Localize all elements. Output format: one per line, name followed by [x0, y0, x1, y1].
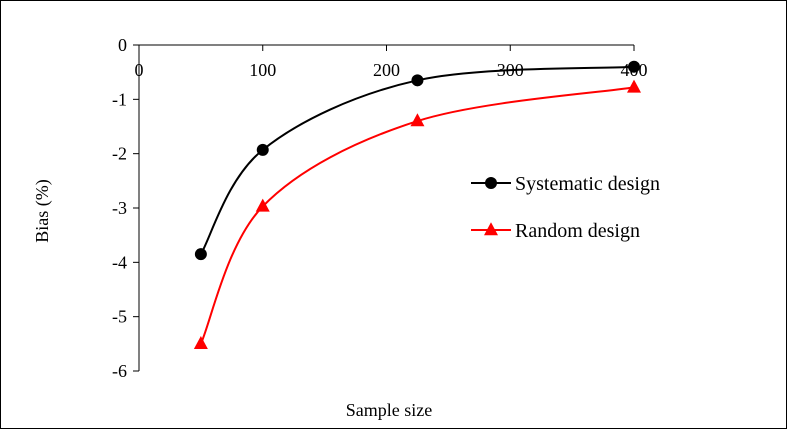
y-tick-label: -3	[112, 198, 127, 218]
legend-marker-random-design	[484, 222, 498, 236]
legend-label-systematic-design: Systematic design	[515, 173, 660, 195]
y-axis-title: Bias (%)	[32, 179, 53, 242]
x-axis-title: Sample size	[346, 400, 432, 420]
y-tick-label: -2	[112, 144, 127, 164]
y-tick-label: -6	[112, 361, 127, 381]
y-tick-label: -5	[112, 307, 127, 327]
data-point-systematic-design	[411, 74, 424, 87]
axes-layer: 0-1-2-3-4-5-60100200300400	[112, 35, 648, 381]
x-tick-label: 100	[249, 60, 276, 80]
legend-layer: Systematic design Random design	[471, 173, 660, 242]
data-point-random-design	[627, 79, 641, 93]
y-tick-label: -1	[112, 89, 127, 109]
legend-marker-systematic-design	[485, 177, 497, 189]
data-point-random-design	[255, 198, 270, 212]
data-point-random-design	[410, 113, 425, 127]
series-line-systematic-design	[200, 65, 635, 255]
data-point-systematic-design	[628, 60, 640, 73]
x-tick-label: 0	[135, 60, 144, 80]
y-tick-label: -4	[112, 252, 127, 272]
series-line-random-design	[199, 86, 635, 345]
data-point-systematic-design	[256, 143, 269, 156]
legend-label-random-design: Random design	[515, 220, 640, 242]
series-layer	[193, 60, 641, 350]
y-tick-label: 0	[118, 35, 127, 55]
data-point-random-design	[193, 336, 208, 350]
x-tick-label: 200	[373, 60, 400, 80]
data-point-systematic-design	[194, 248, 207, 261]
